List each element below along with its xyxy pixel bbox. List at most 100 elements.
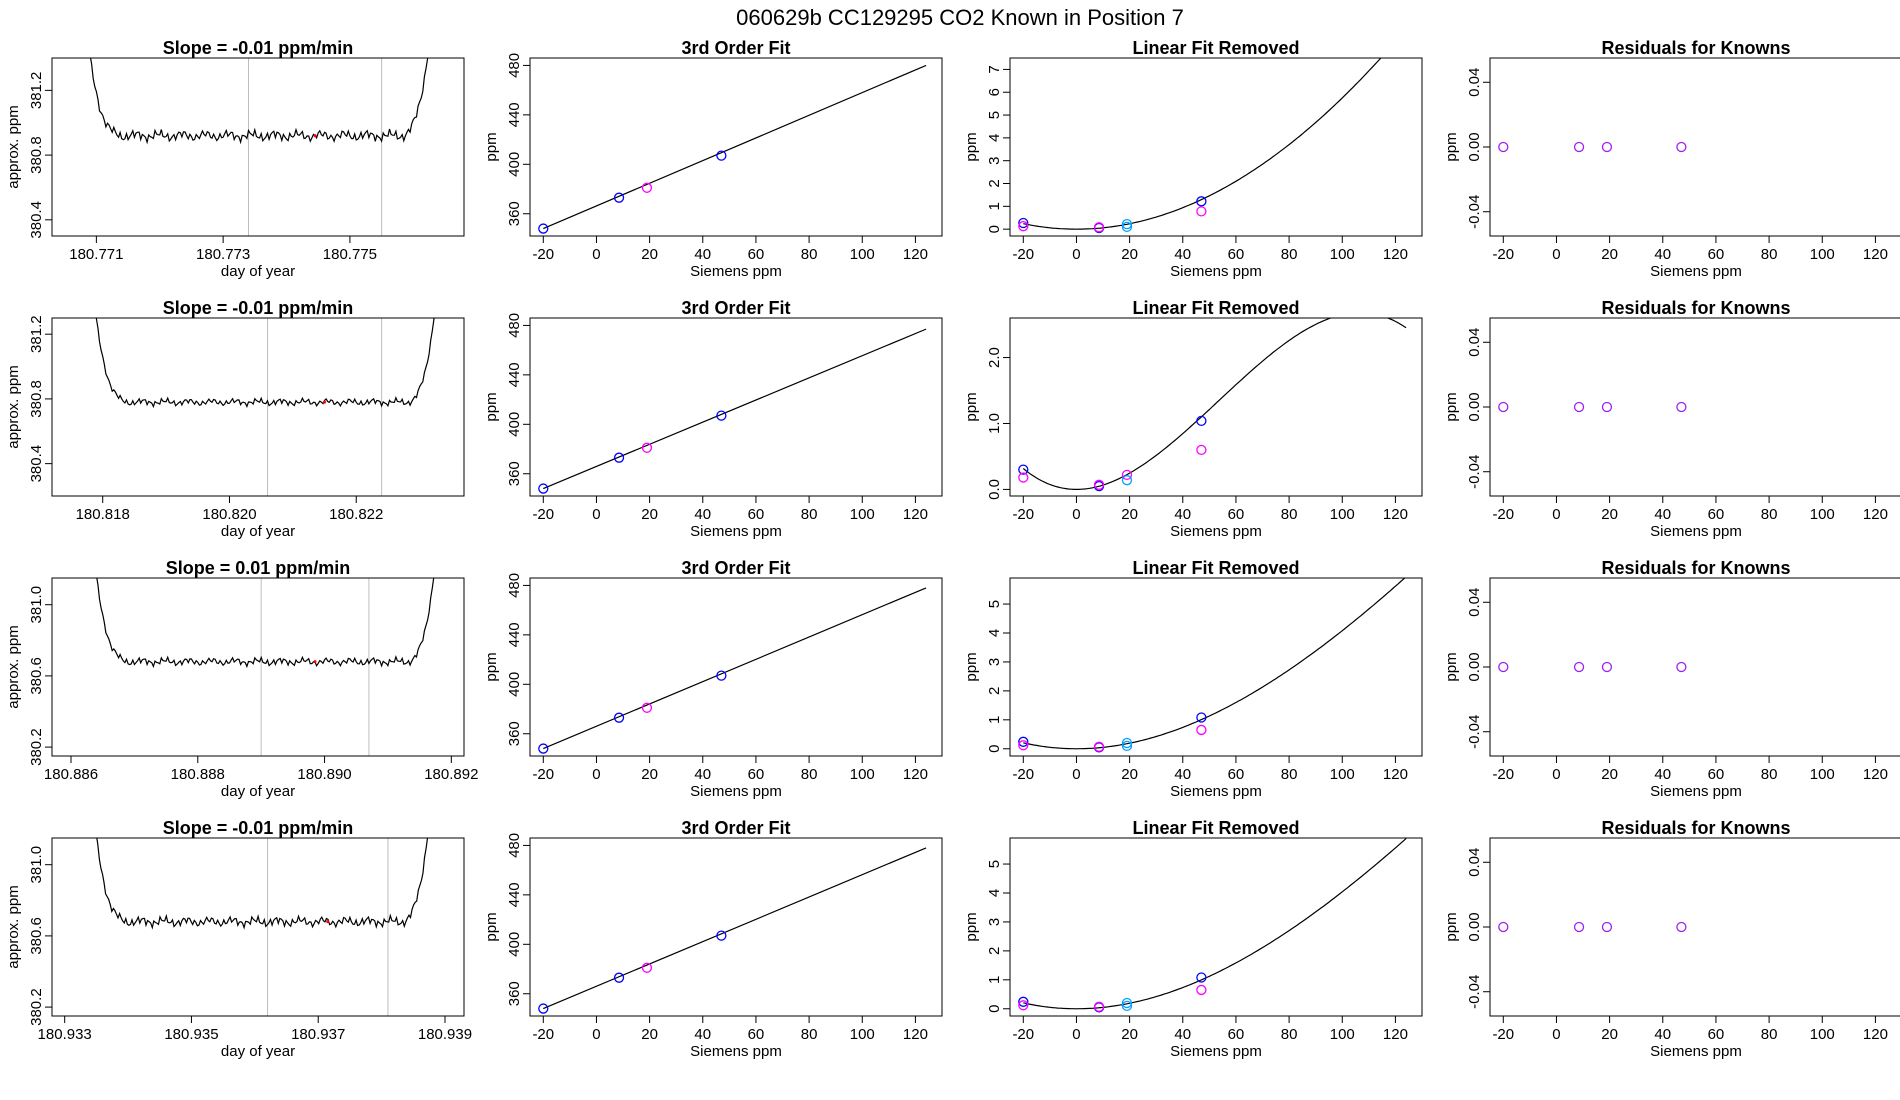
y-tick-label: 380.8 xyxy=(28,136,45,174)
y-tick-label: 3 xyxy=(986,157,1003,165)
x-axis-label: day of year xyxy=(221,263,295,280)
plot-frame xyxy=(1489,577,1900,757)
data-point xyxy=(1601,141,1613,153)
chart-panel-r2c4: Residuals for Knowns -20 0 20 40 60 80 100 120 -0… xyxy=(1443,298,1900,540)
chart-panel-r4c4: Residuals for Knowns -20 0 20 40 60 80 100 120 -0… xyxy=(1443,818,1900,1060)
chart-title: Linear Fit Removed xyxy=(1132,38,1299,58)
y-axis-label: ppm xyxy=(483,652,500,681)
data-point xyxy=(1573,921,1585,933)
x-tick-label: 0 xyxy=(592,246,600,263)
x-tick-label: 60 xyxy=(1228,506,1245,523)
data-point xyxy=(641,702,653,713)
x-axis-label: Siemens ppm xyxy=(1170,263,1262,280)
y-tick-label: 3 xyxy=(986,658,1003,666)
y-tick-label: 0 xyxy=(986,745,1003,753)
y-tick-label: 0.04 xyxy=(1466,328,1483,357)
y-tick-label: 360 xyxy=(506,721,523,746)
mean-marker xyxy=(323,400,327,404)
y-tick-label: 440 xyxy=(506,362,523,387)
x-tick-label: 100 xyxy=(1810,766,1835,783)
x-tick-label: 120 xyxy=(903,246,928,263)
x-tick-label: 100 xyxy=(1330,246,1355,263)
y-tick-label: 380.6 xyxy=(28,657,45,695)
data-point xyxy=(1121,997,1133,1009)
y-tick-label: 360 xyxy=(506,981,523,1006)
chart-title: 3rd Order Fit xyxy=(681,818,790,838)
data-point xyxy=(1121,1000,1133,1012)
y-tick-label: 5 xyxy=(986,111,1003,119)
x-axis-label: Siemens ppm xyxy=(1170,1043,1262,1060)
y-tick-label: 360 xyxy=(506,461,523,486)
x-axis-label: day of year xyxy=(221,783,295,800)
y-tick-label: 380.8 xyxy=(28,380,45,418)
x-tick-label: 180.892 xyxy=(424,766,478,783)
y-tick-label: 3 xyxy=(986,918,1003,926)
y-tick-label: -0.04 xyxy=(1466,195,1483,229)
x-tick-label: 60 xyxy=(1708,246,1725,263)
x-tick-label: 0 xyxy=(1072,766,1080,783)
data-point xyxy=(641,962,653,973)
x-tick-label: 40 xyxy=(1174,766,1191,783)
y-axis-label: approx. ppm xyxy=(5,365,22,448)
plot-frame xyxy=(1009,317,1423,497)
x-tick-label: 60 xyxy=(1228,766,1245,783)
data-point xyxy=(1196,724,1207,736)
x-tick-label: 180.939 xyxy=(418,1026,472,1043)
y-axis-label: ppm xyxy=(1443,132,1460,161)
y-tick-label: -0.04 xyxy=(1466,975,1483,1009)
mean-marker xyxy=(326,920,330,924)
y-tick-label: 4 xyxy=(986,134,1003,142)
data-point xyxy=(1196,196,1207,207)
y-tick-label: 0.00 xyxy=(1466,392,1483,421)
chart-panel-r4c2: 3rd Order Fit -20 0 20 40 60 80 100 120 360 400 440… xyxy=(483,818,943,1060)
chart-title: Linear Fit Removed xyxy=(1132,298,1299,318)
y-tick-label: 381.2 xyxy=(28,72,45,110)
x-tick-label: -20 xyxy=(1012,506,1034,523)
plot-frame xyxy=(51,57,465,237)
data-point xyxy=(1676,661,1687,673)
data-point xyxy=(1498,661,1509,673)
x-tick-label: 100 xyxy=(850,766,875,783)
y-tick-label: 400 xyxy=(506,932,523,957)
x-tick-label: 100 xyxy=(1330,506,1355,523)
y-axis-label: ppm xyxy=(1443,392,1460,421)
x-axis-label: Siemens ppm xyxy=(690,1043,782,1060)
y-tick-label: 381.2 xyxy=(28,315,45,353)
y-tick-label: -0.04 xyxy=(1466,455,1483,489)
data-point xyxy=(716,150,727,161)
data-point xyxy=(1498,401,1509,413)
data-point xyxy=(1498,141,1509,153)
data-point xyxy=(716,670,727,681)
chart-panel-r1c2: 3rd Order Fit -20 0 20 40 60 80 100 120 360 400 440… xyxy=(483,38,943,280)
data-point xyxy=(1018,221,1029,232)
x-tick-label: 40 xyxy=(1654,246,1671,263)
x-tick-label: 180.771 xyxy=(69,246,123,263)
x-tick-label: 100 xyxy=(1810,1026,1835,1043)
x-tick-label: 20 xyxy=(641,246,658,263)
y-tick-label: 380.6 xyxy=(28,917,45,955)
x-tick-label: 180.818 xyxy=(76,506,130,523)
x-tick-label: 100 xyxy=(1810,246,1835,263)
y-tick-label: 0.04 xyxy=(1466,588,1483,617)
data-point xyxy=(1573,661,1585,673)
fit-curve xyxy=(1023,58,1382,230)
data-point xyxy=(1121,469,1133,481)
plot-frame xyxy=(529,577,943,757)
x-axis-label: Siemens ppm xyxy=(690,783,782,800)
y-tick-label: 380.2 xyxy=(28,728,45,766)
data-point xyxy=(1676,921,1687,933)
y-tick-label: 480 xyxy=(506,573,523,598)
x-tick-label: 60 xyxy=(748,1026,765,1043)
x-axis-label: Siemens ppm xyxy=(1650,523,1742,540)
data-point xyxy=(538,743,549,754)
y-tick-label: 2.0 xyxy=(986,347,1003,368)
x-tick-label: 80 xyxy=(801,766,818,783)
plot-frame xyxy=(1489,57,1900,237)
fit-line xyxy=(543,64,927,230)
x-tick-label: 180.888 xyxy=(171,766,225,783)
y-tick-label: 7 xyxy=(986,65,1003,73)
x-tick-label: 80 xyxy=(1761,246,1778,263)
x-tick-label: 120 xyxy=(903,766,928,783)
data-point xyxy=(1018,217,1029,229)
x-tick-label: 120 xyxy=(1863,1026,1888,1043)
